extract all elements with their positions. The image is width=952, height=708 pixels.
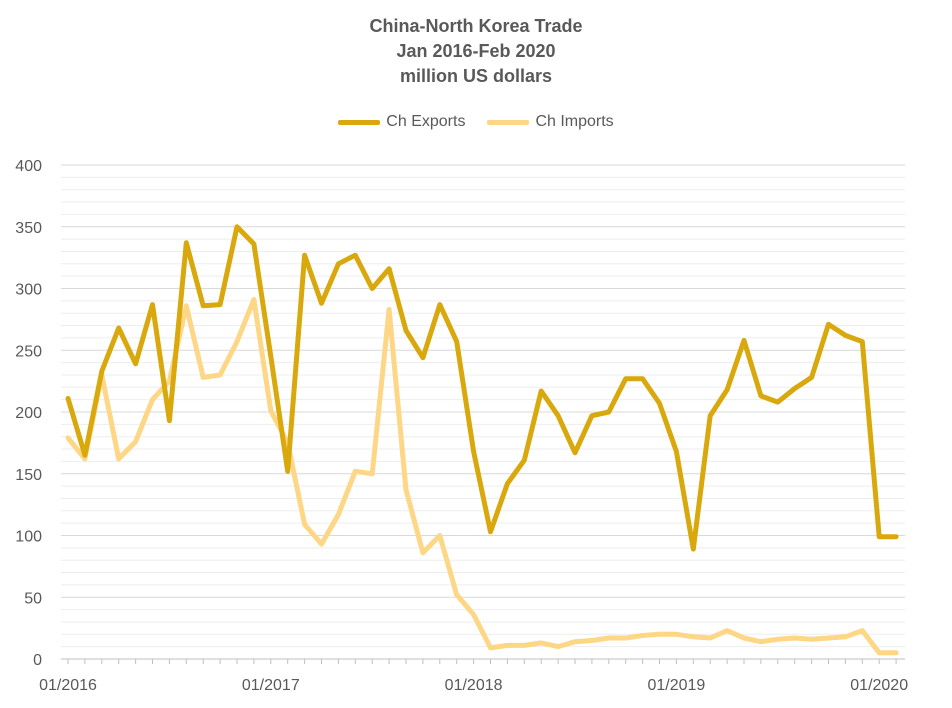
grid-minor-lines — [61, 176, 905, 648]
y-tick-label: 50 — [24, 590, 42, 607]
legend-label-exports: Ch Exports — [386, 113, 466, 130]
y-tick-label: 0 — [33, 652, 42, 669]
x-tick-label: 01/2020 — [850, 677, 908, 694]
y-tick-label: 300 — [15, 282, 42, 299]
series-line-imports — [65, 297, 899, 656]
y-tick-label: 400 — [15, 158, 42, 175]
x-tick-label: 01/2018 — [445, 677, 503, 694]
series-lines — [65, 224, 899, 656]
legend-item-exports: Ch Exports — [338, 113, 465, 131]
legend-swatch-exports — [338, 119, 381, 125]
series-line-exports — [65, 224, 899, 552]
y-tick-label: 100 — [15, 529, 42, 546]
y-tick-label: 350 — [15, 220, 42, 237]
legend-swatch-imports — [487, 119, 530, 125]
chart-subtitle-period: Jan 2016-Feb 2020 — [396, 41, 556, 61]
y-tick-label: 250 — [15, 343, 42, 360]
y-axis-ticks: 0 50 100 150 200 250 300 350 400 — [15, 158, 42, 669]
grid-major-lines — [61, 164, 905, 660]
chart-subtitle-units: million US dollars — [399, 66, 553, 86]
legend-label-imports: Ch Imports — [535, 113, 614, 130]
y-tick-label: 150 — [15, 467, 42, 484]
y-tick-label: 200 — [15, 405, 42, 422]
x-tick-label: 01/2017 — [242, 677, 300, 694]
chart-legend: Ch Exports Ch Imports — [0, 113, 952, 131]
legend-item-imports: Ch Imports — [487, 113, 614, 131]
x-tick-label: 01/2016 — [39, 677, 97, 694]
chart-title: China-North Korea Trade — [369, 16, 583, 36]
x-tick-label: 01/2019 — [647, 677, 705, 694]
x-axis-ticks: 01/2016 01/2017 01/2018 01/2019 01/2020 — [39, 659, 908, 694]
